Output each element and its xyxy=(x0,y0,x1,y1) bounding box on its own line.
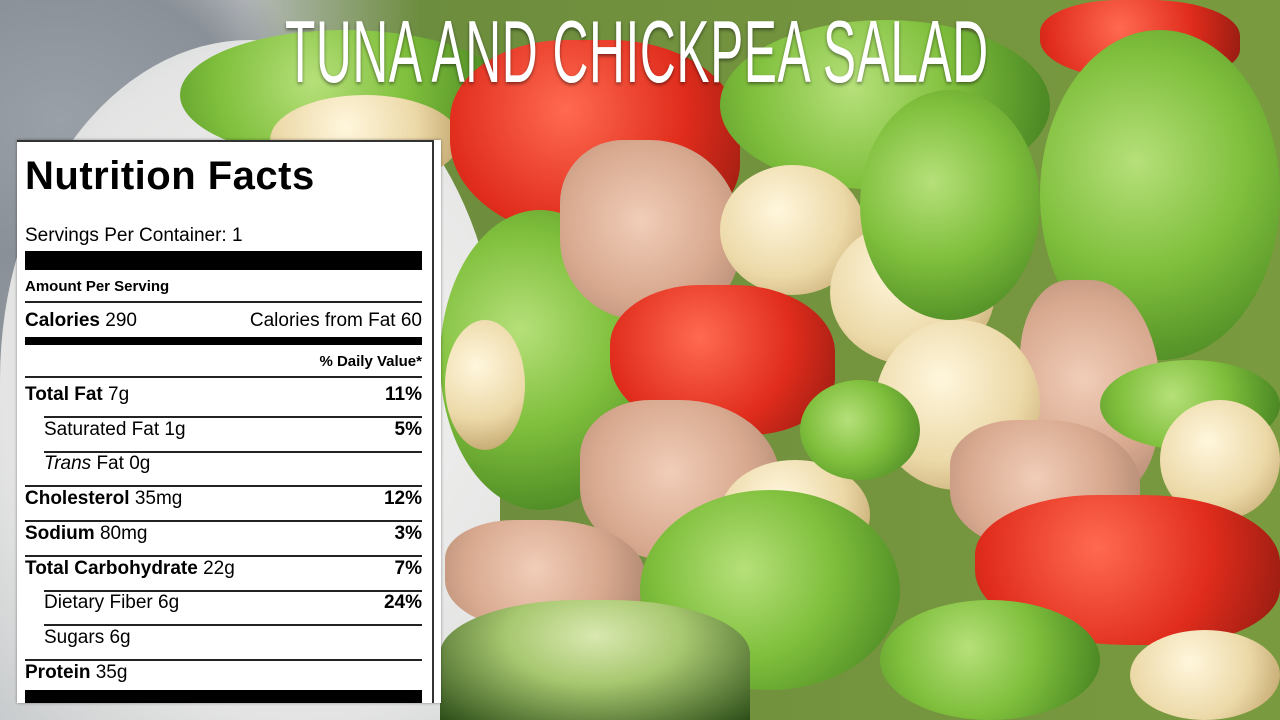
nutrient-daily-value: 11% xyxy=(385,384,422,405)
daily-value-header: % Daily Value* xyxy=(319,353,422,370)
nutrient-name: Trans xyxy=(44,453,92,475)
nutrient-amount: 80mg xyxy=(99,522,148,544)
nutrient-row: Saturated Fat 1g 5% xyxy=(44,419,422,441)
border xyxy=(17,140,434,142)
nutrient-name: Dietary Fiber xyxy=(44,592,153,614)
nutrient-amount: 6g xyxy=(109,626,131,648)
divider xyxy=(25,376,422,378)
nutrient-name-suffix: Fat xyxy=(96,453,124,475)
nutrient-name: Sugars xyxy=(44,626,105,648)
calories-value: 290 xyxy=(105,310,137,331)
nutrient-daily-value: 24% xyxy=(383,592,422,614)
nutrient-amount: 0g xyxy=(129,453,151,475)
nutrient-amount: 35mg xyxy=(134,488,183,510)
calories-label: Calories xyxy=(25,310,100,331)
nutrient-name: Protein xyxy=(25,661,91,683)
calories-from-fat: Calories from Fat 60 xyxy=(249,310,422,331)
nutrient-name: Cholesterol xyxy=(25,488,130,510)
divider xyxy=(44,589,422,592)
nutrient-amount: 6g xyxy=(158,592,180,614)
nutrition-heading: Nutrition Facts xyxy=(25,154,315,198)
divider-thick xyxy=(25,251,422,270)
divider xyxy=(44,624,422,627)
divider xyxy=(25,301,422,303)
cucumber xyxy=(440,600,750,720)
nutrient-daily-value: 12% xyxy=(383,488,422,510)
nutrient-daily-value: 5% xyxy=(394,418,422,440)
nutrient-name: Total Carbohydrate xyxy=(25,557,198,579)
chickpea xyxy=(445,320,525,450)
divider xyxy=(44,416,422,418)
nutrient-amount: 22g xyxy=(203,557,235,579)
nutrient-daily-value: 7% xyxy=(394,557,422,579)
cucumber xyxy=(860,90,1040,320)
nutrient-row: Total Fat 7g 11% xyxy=(25,384,422,406)
divider-thick xyxy=(25,690,422,703)
chickpea xyxy=(1130,630,1280,720)
nutrient-row: Total Carbohydrate 22g 7% xyxy=(25,558,422,580)
divider xyxy=(25,554,422,557)
nutrient-name: Saturated Fat xyxy=(44,418,160,440)
nutrient-daily-value: 3% xyxy=(394,522,422,544)
divider xyxy=(44,450,422,453)
nutrient-row: Trans Fat 0g xyxy=(44,453,422,475)
divider-medium xyxy=(25,337,422,345)
divider xyxy=(25,658,422,661)
divider xyxy=(25,520,422,523)
nutrient-row: Sugars 6g xyxy=(44,627,422,649)
nutrient-name: Total Fat xyxy=(25,384,103,405)
amount-per-serving: Amount Per Serving xyxy=(25,278,170,295)
lettuce xyxy=(800,380,920,480)
servings-per-container: Servings Per Container: 1 xyxy=(25,225,243,246)
calories-row: Calories 290 Calories from Fat 60 xyxy=(25,310,422,332)
border xyxy=(432,140,434,703)
nutrient-amount: 7g xyxy=(108,384,130,405)
nutrient-row: Cholesterol 35mg 12% xyxy=(25,488,422,510)
divider xyxy=(25,485,422,488)
nutrient-amount: 35g xyxy=(95,661,128,683)
nutrient-name: Sodium xyxy=(25,522,95,544)
nutrient-row: Protein 35g xyxy=(25,662,422,684)
nutrient-row: Dietary Fiber 6g 24% xyxy=(44,592,422,614)
nutrition-facts-label: Nutrition Facts Servings Per Container: … xyxy=(17,140,441,703)
nutrient-amount: 1g xyxy=(164,418,186,440)
video-title: TUNA AND CHICKPEA SALAD xyxy=(285,2,989,101)
nutrient-row: Sodium 80mg 3% xyxy=(25,523,422,545)
lettuce xyxy=(880,600,1100,720)
